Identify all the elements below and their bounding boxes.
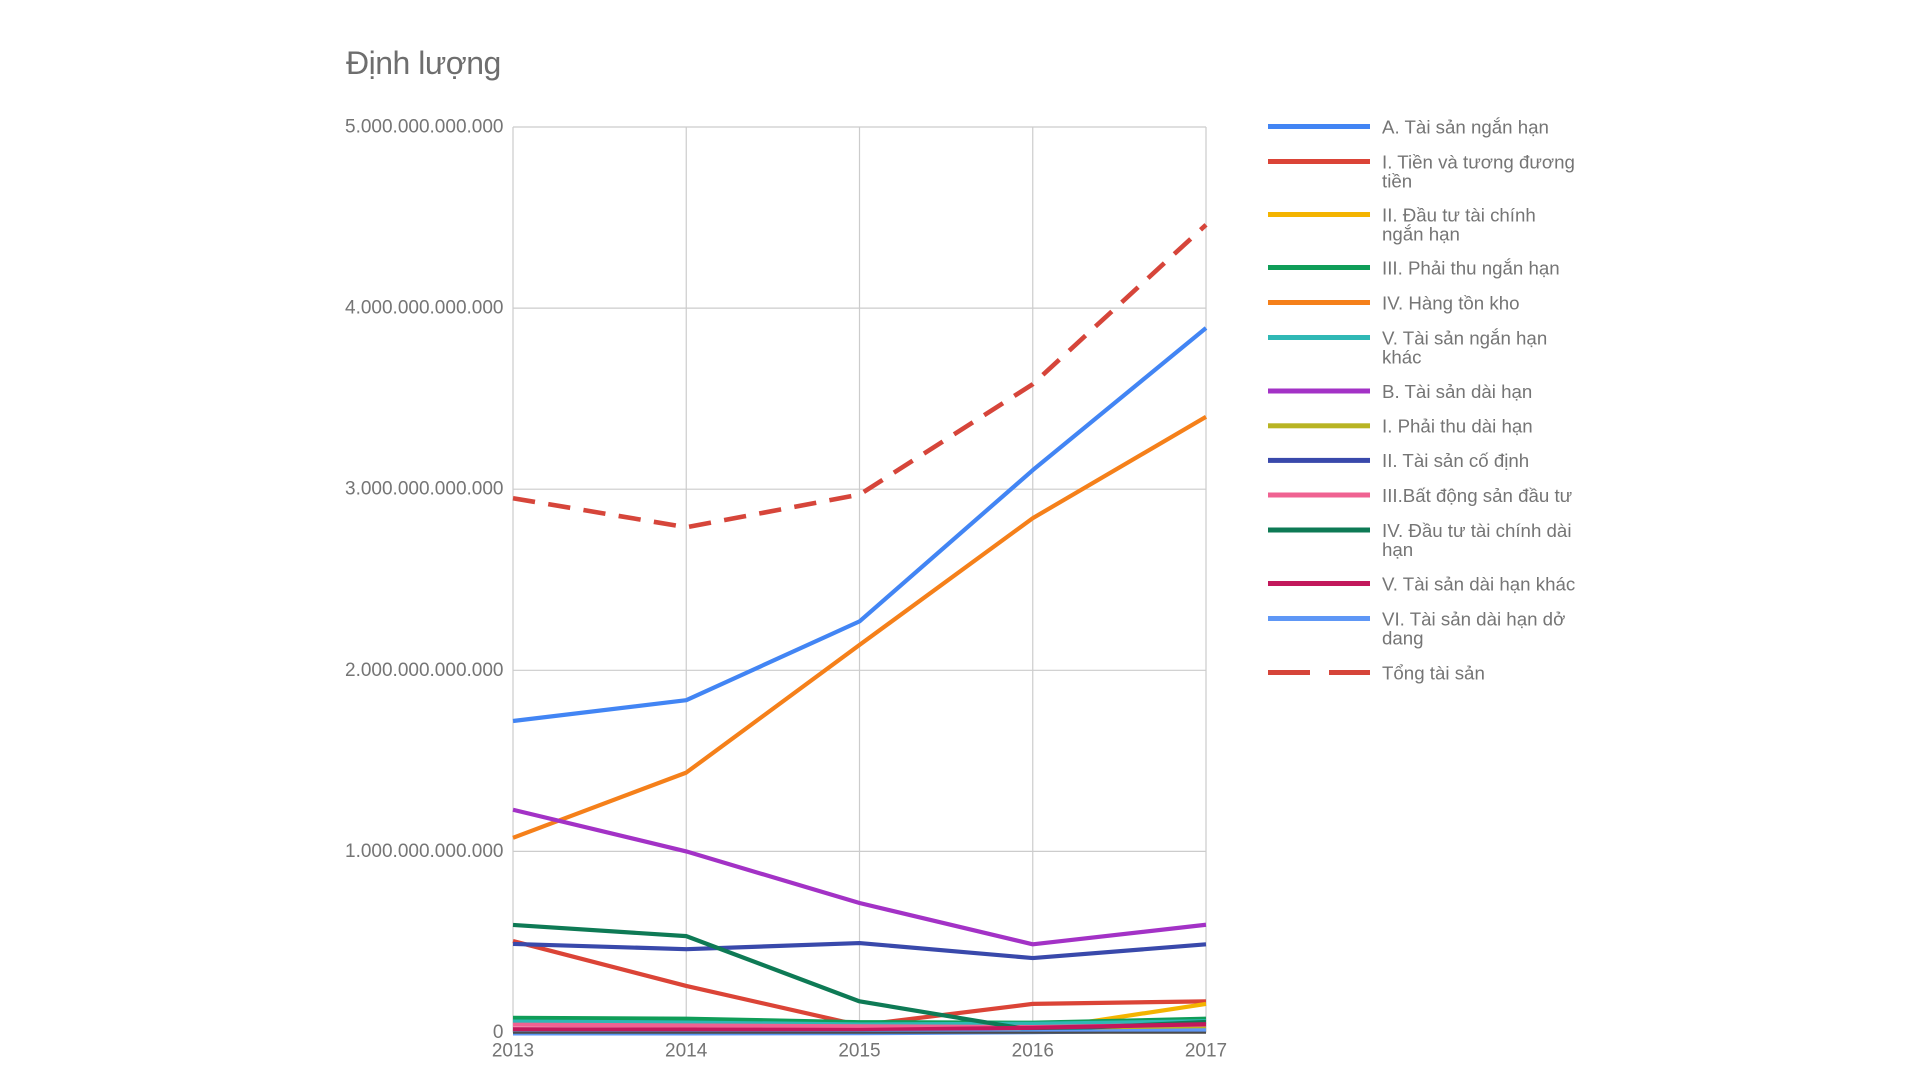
svg-text:ngắn hạn: ngắn hạn [1382,224,1460,245]
svg-text:1.000.000.000.000: 1.000.000.000.000 [345,841,504,862]
svg-text:2015: 2015 [838,1041,880,1062]
svg-text:4.000.000.000.000: 4.000.000.000.000 [345,298,504,319]
svg-text:5.000.000.000.000: 5.000.000.000.000 [345,117,504,138]
svg-text:I. Phải thu dài hạn: I. Phải thu dài hạn [1382,416,1533,437]
svg-text:2.000.000.000.000: 2.000.000.000.000 [345,660,504,681]
svg-text:I. Tiền và tương đương: I. Tiền và tương đương [1382,151,1575,172]
svg-text:2016: 2016 [1012,1041,1054,1062]
svg-text:2013: 2013 [492,1041,534,1062]
svg-text:3.000.000.000.000: 3.000.000.000.000 [345,479,504,500]
svg-text:IV. Đầu tư tài chính dài: IV. Đầu tư tài chính dài [1382,520,1571,541]
svg-text:VI. Tài sản dài hạn dở: VI. Tài sản dài hạn dở [1382,608,1565,629]
svg-text:Định lượng: Định lượng [346,45,501,81]
svg-text:II. Đầu tư tài chính: II. Đầu tư tài chính [1382,204,1536,225]
svg-text:V. Tài sản dài hạn khác: V. Tài sản dài hạn khác [1382,573,1575,594]
svg-text:dang: dang [1382,628,1424,649]
svg-text:IV. Hàng tồn kho: IV. Hàng tồn kho [1382,292,1520,313]
svg-text:hạn: hạn [1382,539,1413,560]
svg-text:V. Tài sản ngắn hạn: V. Tài sản ngắn hạn [1382,327,1547,348]
svg-text:2014: 2014 [665,1041,708,1062]
svg-text:khác: khác [1382,347,1421,368]
svg-text:III. Phải thu ngắn hạn: III. Phải thu ngắn hạn [1382,257,1560,278]
svg-text:B. Tài sản dài hạn: B. Tài sản dài hạn [1382,381,1532,402]
svg-text:A. Tài sản ngắn hạn: A. Tài sản ngắn hạn [1382,116,1549,137]
svg-text:tiền: tiền [1382,171,1412,192]
svg-text:2017: 2017 [1185,1041,1227,1062]
svg-text:Tổng tài sản: Tổng tài sản [1382,662,1485,683]
svg-text:0: 0 [493,1022,504,1043]
svg-text:II. Tài sản cố định: II. Tài sản cố định [1382,450,1529,471]
svg-text:III.Bất động sản đầu tư: III.Bất động sản đầu tư [1382,485,1572,506]
